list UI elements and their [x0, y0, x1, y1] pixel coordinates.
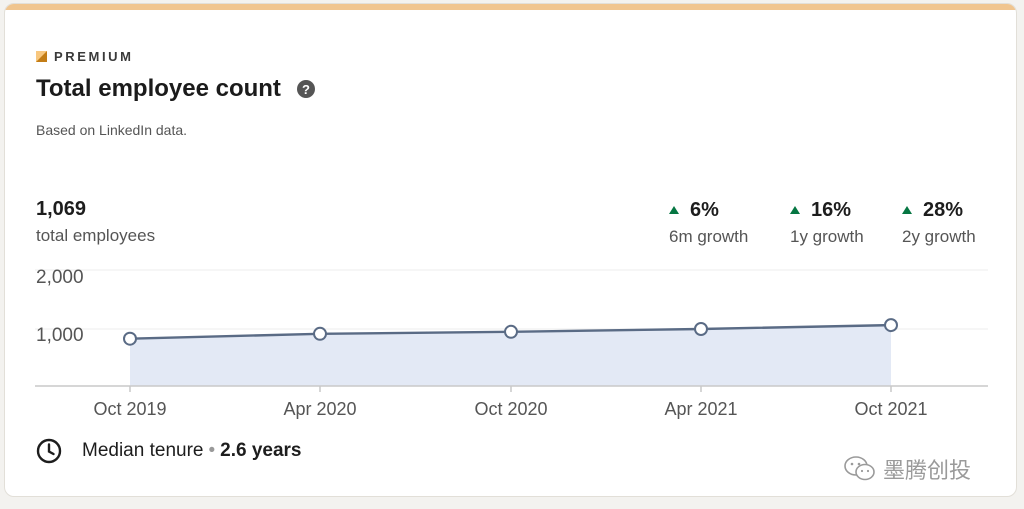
data-point	[123, 331, 137, 346]
up-arrow-icon	[902, 206, 912, 214]
clock-icon	[36, 438, 62, 464]
x-tick-label: Apr 2021	[664, 399, 737, 419]
employee-count-chart: 2,000 1,000 Oct 2019 Apr 2020 Oct 2020 Apr 20…	[35, 267, 988, 419]
growth-label: 1y growth	[790, 227, 864, 246]
growth-1y: 16% 1y growth	[790, 198, 864, 247]
data-point	[504, 324, 518, 339]
growth-2y: 28% 2y growth	[902, 198, 976, 247]
growth-value: 28%	[923, 198, 964, 221]
separator-dot: •	[208, 440, 216, 461]
tenure-value: 2.6 years	[220, 440, 302, 461]
data-point	[884, 318, 898, 333]
premium-label: PREMIUM	[54, 49, 134, 64]
title-row: Total employee count ?	[36, 75, 315, 103]
x-tick-label: Oct 2020	[474, 399, 547, 419]
premium-icon	[36, 51, 47, 62]
median-tenure: Median tenure • 2.6 years	[36, 438, 301, 464]
data-point	[694, 322, 708, 336]
growth-label: 6m growth	[669, 227, 749, 246]
x-tick-label: Apr 2020	[283, 399, 356, 419]
x-tick-label: Oct 2019	[93, 399, 166, 419]
help-icon[interactable]: ?	[296, 80, 315, 98]
watermark-text: 墨腾创投	[883, 458, 972, 483]
growth-6m: 6% 6m growth	[669, 198, 748, 247]
tenure-label: Median tenure	[82, 440, 204, 461]
total-employees-label: total employees	[36, 226, 156, 245]
up-arrow-icon	[669, 206, 679, 214]
premium-accent-bar	[5, 4, 1016, 10]
y-tick-label: 2,000	[36, 267, 84, 288]
data-point	[313, 326, 327, 341]
growth-value: 6%	[690, 198, 719, 221]
employee-count-card: PREMIUM Total employee count ? Based on …	[4, 3, 1017, 497]
watermark: 墨腾创投	[843, 453, 971, 485]
y-tick-label: 1,000	[36, 325, 84, 346]
wechat-icon	[844, 456, 875, 481]
growth-value: 16%	[811, 198, 852, 221]
growth-label: 2y growth	[902, 227, 976, 246]
premium-badge: PREMIUM	[36, 49, 134, 64]
up-arrow-icon	[790, 206, 800, 214]
card-title: Total employee count	[36, 75, 281, 102]
card-subtitle: Based on LinkedIn data.	[36, 122, 188, 138]
total-employees-value: 1,069	[36, 198, 87, 220]
x-tick-label: Oct 2021	[854, 399, 927, 419]
